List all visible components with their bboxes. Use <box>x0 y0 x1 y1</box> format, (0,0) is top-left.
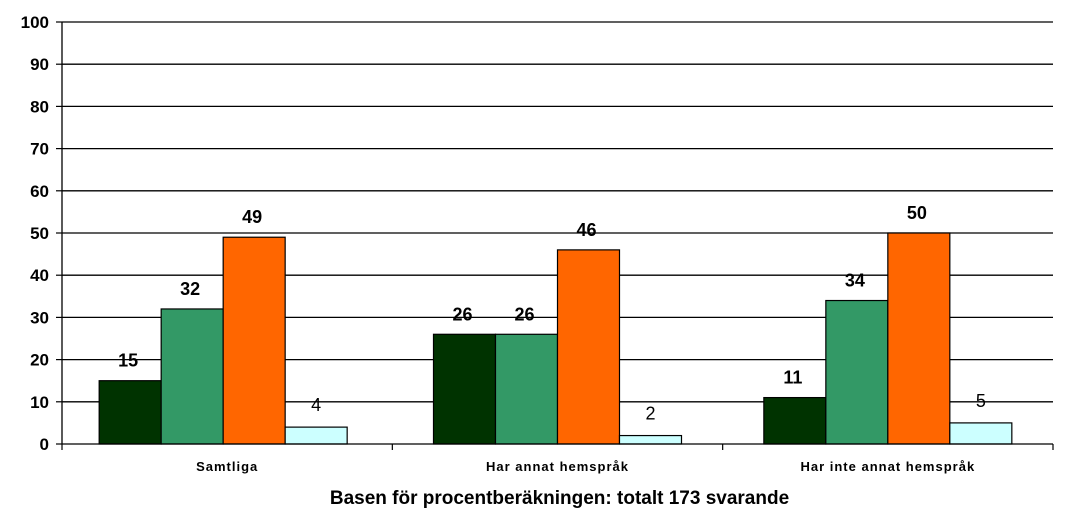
y-tick-label: 90 <box>30 55 49 74</box>
bar <box>160 308 224 445</box>
bar <box>432 333 497 445</box>
bars <box>98 232 1013 445</box>
data-label: 26 <box>452 304 472 324</box>
x-tick-label: Har inte annat hemspråk <box>800 459 975 474</box>
bar <box>98 380 162 445</box>
y-tick-label: 20 <box>30 351 49 370</box>
data-label: 32 <box>180 279 200 299</box>
bar <box>284 426 348 445</box>
data-label: 46 <box>576 220 596 240</box>
data-label: 11 <box>783 368 802 388</box>
y-tick-label: 40 <box>30 266 49 285</box>
y-tick-label: 0 <box>40 435 49 454</box>
y-tick-label: 80 <box>30 97 49 116</box>
y-tick-label: 100 <box>21 13 49 32</box>
x-tick-label: Samtliga <box>196 459 258 474</box>
y-axis: 0 10 20 30 40 50 60 70 80 90 100 <box>21 13 63 454</box>
bar <box>887 232 951 445</box>
y-tick-label: 30 <box>30 308 49 327</box>
x-tick-label: Har annat hemspråk <box>486 459 629 474</box>
data-label: 34 <box>845 271 865 291</box>
x-axis-title: Basen för procentberäkningen: totalt 173… <box>330 488 789 509</box>
y-tick-label: 60 <box>30 182 49 201</box>
data-label: 4 <box>311 395 321 415</box>
bar <box>949 422 1013 445</box>
data-label: 26 <box>514 304 534 324</box>
bar <box>222 236 286 445</box>
bar <box>825 299 889 445</box>
data-label: 15 <box>118 351 138 371</box>
y-tick-label: 70 <box>30 140 49 159</box>
x-axis: Samtliga Har annat hemspråk Har inte annat… <box>61 443 1054 474</box>
data-label: 50 <box>907 203 927 223</box>
data-label: 49 <box>242 207 262 227</box>
bar <box>556 249 621 445</box>
data-labels: 15 32 49 4 26 26 46 2 11 34 50 5 <box>118 203 986 424</box>
bar <box>494 333 559 445</box>
data-label: 5 <box>976 391 986 411</box>
data-label: 2 <box>645 404 655 424</box>
bar <box>763 396 827 445</box>
bar <box>618 434 683 445</box>
y-tick-label: 10 <box>30 393 49 412</box>
y-tick-label: 50 <box>30 224 49 243</box>
